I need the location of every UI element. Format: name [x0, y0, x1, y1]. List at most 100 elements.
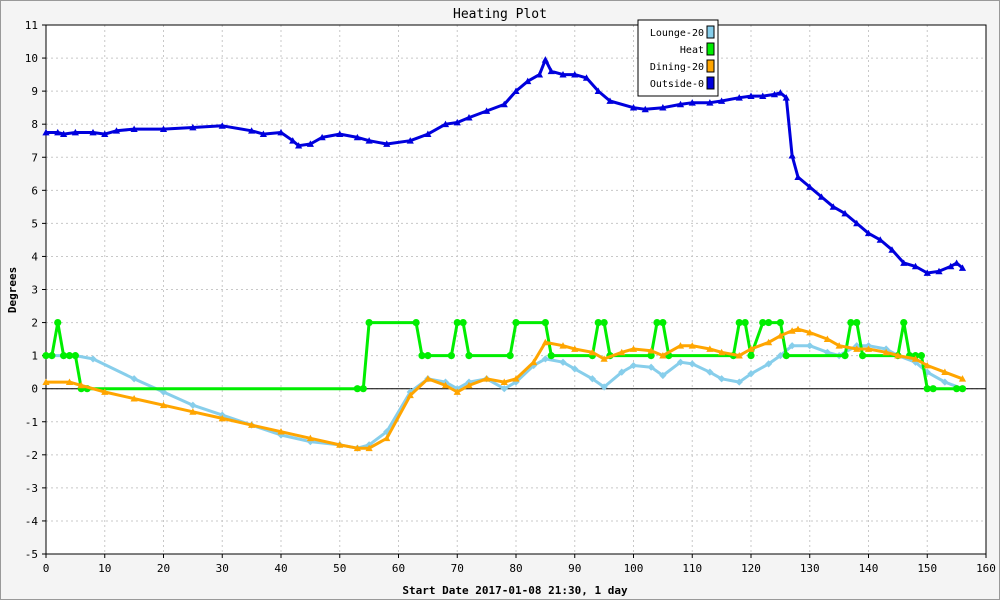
data-point [853, 345, 861, 352]
data-point [776, 318, 784, 327]
data-point [864, 229, 873, 237]
data-point [706, 345, 714, 352]
data-point [841, 352, 849, 360]
data-point [953, 259, 961, 266]
x-tick-label: 120 [741, 562, 761, 575]
data-point [759, 92, 767, 99]
data-point [582, 74, 591, 81]
series-dining-20 [42, 325, 967, 452]
x-tick-label: 80 [509, 562, 522, 575]
data-point [48, 352, 56, 360]
data-point [629, 345, 638, 352]
data-point [688, 360, 696, 368]
series-line [46, 344, 964, 450]
x-tick-label: 140 [859, 562, 879, 575]
data-point [441, 120, 450, 128]
series-layer [42, 56, 967, 452]
data-point [101, 130, 109, 137]
data-point [817, 193, 826, 200]
data-point [782, 94, 790, 101]
data-point [447, 352, 455, 360]
data-point [782, 352, 790, 360]
data-point [42, 378, 50, 385]
data-point [900, 318, 908, 327]
data-point [483, 375, 491, 382]
data-point [788, 327, 796, 334]
data-point [847, 318, 855, 327]
legend-label: Outside-0 [650, 79, 704, 90]
data-point [653, 318, 661, 327]
data-point [841, 209, 849, 217]
y-tick-label: -3 [25, 482, 38, 495]
data-point [600, 318, 608, 327]
data-point [383, 140, 391, 147]
data-point [747, 345, 755, 352]
data-point [958, 375, 967, 382]
data-point [947, 262, 955, 270]
legend-label: Lounge-20 [650, 28, 704, 39]
data-point [600, 383, 608, 391]
data-point [365, 444, 373, 452]
data-point [735, 318, 743, 327]
data-point [259, 130, 267, 137]
data-point [365, 137, 373, 144]
data-point [336, 441, 344, 448]
data-point [130, 395, 138, 402]
data-point [917, 352, 925, 360]
data-point [159, 125, 168, 133]
data-point [911, 355, 920, 362]
data-point [130, 125, 138, 133]
legend-label: Dining-20 [650, 62, 704, 73]
data-point [823, 335, 831, 342]
data-point [806, 183, 814, 190]
data-point [359, 385, 367, 393]
y-tick-label: 6 [31, 184, 38, 197]
data-point [189, 123, 197, 131]
data-point [159, 388, 168, 396]
data-point [218, 414, 226, 422]
data-point [524, 77, 532, 85]
legend-swatch [706, 76, 715, 90]
data-point [559, 70, 567, 78]
data-point [806, 342, 814, 350]
data-point [42, 128, 50, 136]
data-point [659, 352, 667, 359]
y-tick-label: 5 [31, 217, 38, 230]
data-point [500, 100, 508, 108]
data-point [406, 391, 414, 399]
data-point [530, 358, 538, 366]
data-point [465, 381, 473, 389]
data-point [776, 89, 784, 96]
legend-swatch [706, 59, 715, 73]
data-point [101, 388, 109, 395]
data-point [541, 56, 549, 63]
data-point [594, 87, 602, 95]
data-point [859, 352, 867, 360]
data-point [89, 128, 97, 136]
y-tick-label: 8 [31, 118, 38, 131]
data-point [876, 236, 884, 243]
data-point [353, 385, 361, 393]
data-point [112, 127, 121, 134]
data-point [571, 70, 579, 78]
data-point [42, 352, 50, 360]
data-point [571, 365, 579, 373]
data-point [412, 318, 420, 327]
data-point [512, 318, 520, 327]
data-point [747, 370, 755, 378]
data-point [618, 368, 626, 376]
data-point [541, 355, 549, 363]
y-tick-label: 3 [31, 284, 38, 297]
data-point [65, 352, 74, 360]
data-point [353, 444, 361, 452]
data-point [424, 352, 432, 360]
y-tick-label: -2 [25, 449, 38, 462]
data-point [130, 375, 138, 383]
data-point [888, 246, 896, 253]
y-tick-label: -5 [25, 548, 38, 561]
data-point [453, 388, 461, 395]
data-point [189, 408, 197, 415]
data-point [418, 352, 426, 360]
data-point [853, 318, 861, 327]
